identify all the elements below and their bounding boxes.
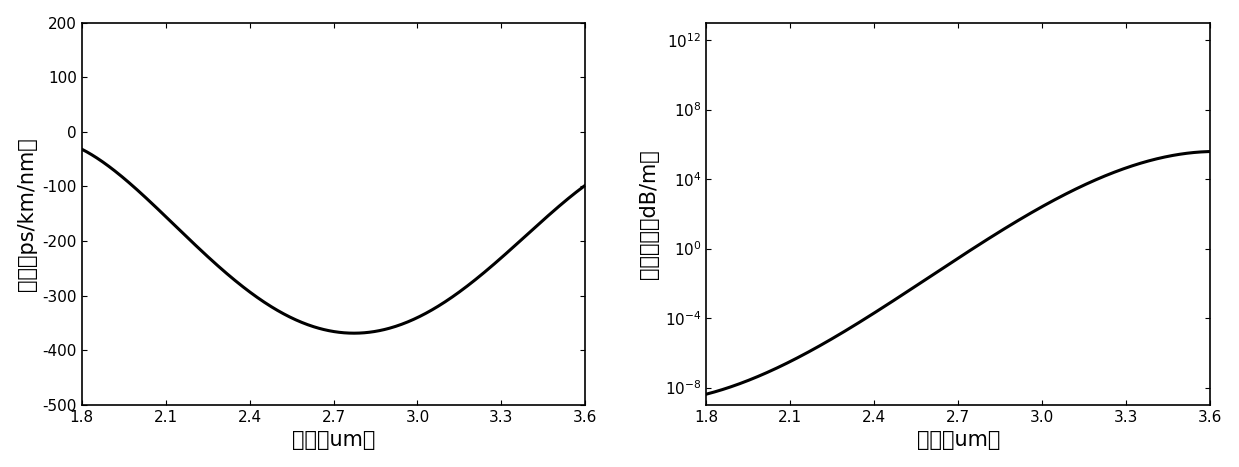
X-axis label: 波长（um）: 波长（um） [292,430,375,450]
Y-axis label: 限制损耗（dB/m）: 限制损耗（dB/m） [639,149,659,279]
X-axis label: 波长（um）: 波长（um） [917,430,1000,450]
Y-axis label: 色散（ps/km/nm）: 色散（ps/km/nm） [16,137,37,290]
